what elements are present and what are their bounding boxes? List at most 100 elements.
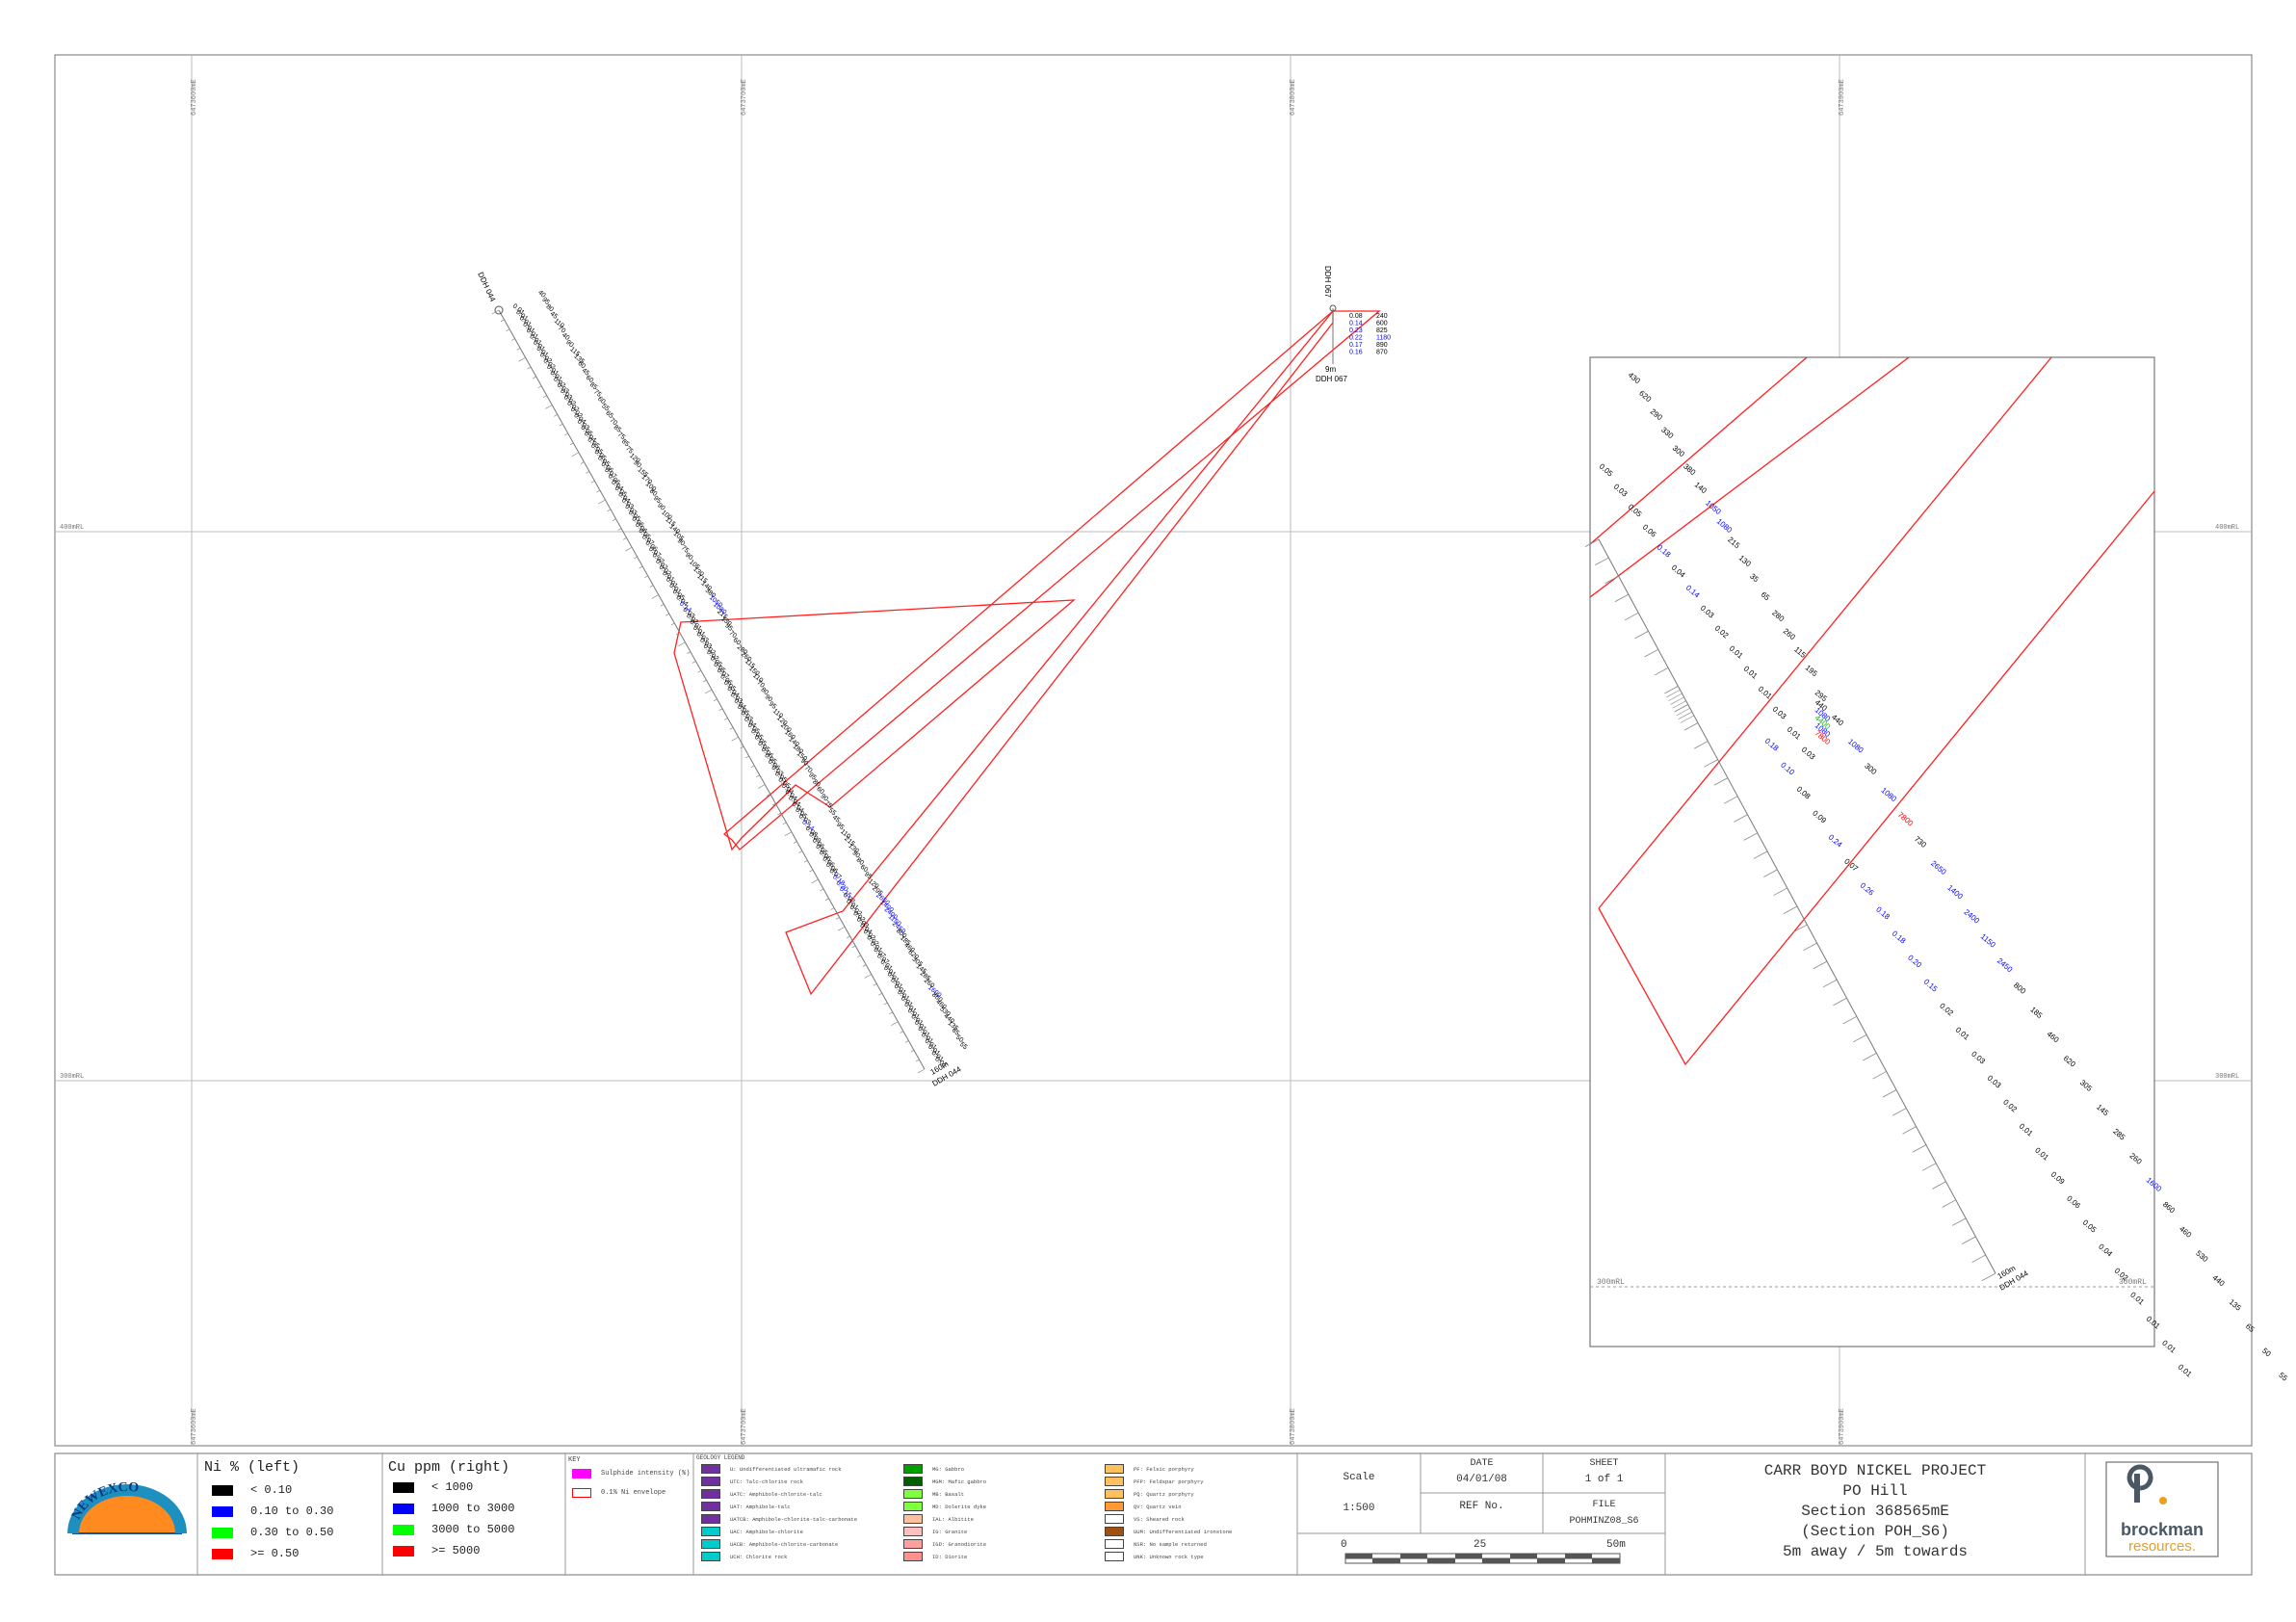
depth-tick [857, 955, 861, 958]
ddh044-trace: DDH 0440.010.010.010.010.010.010.010.010… [476, 271, 968, 1088]
depth-tick [851, 945, 856, 949]
title-block [196, 1453, 2086, 1575]
cu-assay: 1180 [1376, 335, 1391, 342]
inset-sulphide-tick [1668, 693, 1683, 701]
inset-depth-tick [1951, 1217, 1967, 1226]
cu-assay: 70 [609, 417, 619, 427]
geology-row: IGD: Granodiorite [903, 1539, 986, 1549]
depth-tick [862, 964, 867, 967]
depth-tick [891, 1021, 899, 1026]
geology-title: GEOLOGY LEGEND [696, 1454, 745, 1461]
depth-tick [559, 423, 563, 427]
inset-depth-tick [1852, 1033, 1867, 1043]
scale-value: 1:500 [1343, 1503, 1375, 1514]
easting-label-bottom: 6473800mE [1290, 1408, 1297, 1445]
ni-legend-swatch [212, 1505, 233, 1517]
date-value: 04/01/08 [1456, 1474, 1507, 1485]
geology-row: PQ: Quartz porphyry [1105, 1489, 1194, 1499]
geology-row: IAL: Albitite [903, 1514, 974, 1524]
cu-assay: 95 [652, 495, 663, 505]
geology-row: MB: Basalt [903, 1489, 964, 1499]
inset-depth-tick [1614, 593, 1630, 603]
geology-label: VS: Sheared rock [1134, 1515, 1185, 1523]
inset-rl-label-left: 300mRL [1597, 1278, 1625, 1287]
geology-swatch [701, 1527, 720, 1536]
depth-tick [665, 613, 669, 616]
geology-row: UUM: Undifferentiated ironstone [1105, 1527, 1232, 1536]
geology-label: MG: Gabbro [932, 1465, 965, 1473]
depth-tick [678, 641, 686, 646]
collar-marker [1329, 304, 1337, 312]
depth-tick [745, 755, 749, 759]
inset-depth-tick [1783, 905, 1798, 914]
cu-assay: 85 [588, 381, 599, 391]
ni-assay: 0.14 [1349, 321, 1363, 327]
scale-bar-25: 25 [1474, 1539, 1486, 1551]
depth-tick [811, 878, 819, 884]
depth-tick [500, 319, 505, 323]
ni-assay: 0.16 [1349, 350, 1363, 356]
depth-tick [883, 1002, 888, 1006]
cu-assay: 90 [764, 693, 774, 703]
geology-swatch [903, 1539, 923, 1549]
cu-assay: 95 [723, 622, 734, 632]
sheet-label: SHEET [1589, 1458, 1619, 1469]
ref-label: REF No. [1459, 1501, 1504, 1512]
inset-ni-assay: 0.01 [2160, 1339, 2178, 1355]
inset-depth-tick [1723, 796, 1738, 804]
inset-sulphide-tick [1678, 711, 1692, 719]
depth-tick [767, 794, 770, 797]
depth-tick [864, 974, 872, 979]
geology-label: ID: Diorite [932, 1553, 968, 1560]
depth-tick [639, 565, 643, 569]
cu-assay: 90 [819, 793, 829, 802]
inset-depth-tick [1822, 979, 1838, 988]
inset-depth-tick [1971, 1254, 1986, 1263]
inset-depth-tick [1813, 960, 1828, 970]
geology-row: MGM: Mafic gabbro [903, 1477, 986, 1486]
geology-label: QV: Quartz vein [1134, 1503, 1182, 1510]
inset-ni-assay: 0.01 [2177, 1363, 2194, 1379]
inset-sulphide-tick [1666, 689, 1681, 698]
cu-assay: 95 [835, 822, 846, 831]
inset-depth-tick [1584, 538, 1600, 547]
depth-tick [846, 935, 850, 939]
cu-assay: 70 [755, 679, 766, 689]
legend-frame [54, 1452, 2253, 1576]
depth-tick [554, 414, 558, 417]
ni-assay: 0.23 [1349, 327, 1363, 334]
cu-assay: 55 [827, 807, 838, 817]
cu-assay: 600 [1376, 321, 1388, 327]
brockman-logo [2105, 1461, 2219, 1557]
inset-cu-assay: 440 [2211, 1273, 2227, 1289]
brockman-logo-text-2: resources. [2128, 1538, 2196, 1555]
depth-tick [904, 1040, 909, 1043]
cu-assay: 240 [1376, 313, 1388, 320]
geology-swatch [701, 1464, 720, 1474]
depth-tick [750, 765, 755, 769]
depth-tick [723, 718, 728, 720]
depth-tick [731, 736, 739, 742]
depth-tick [533, 376, 536, 379]
section-label: Section 368565mE [1801, 1503, 1949, 1520]
depth-tick [527, 366, 532, 370]
cu-legend-swatch [393, 1524, 414, 1535]
cu-assay: 90 [799, 757, 810, 767]
inset-depth-tick [1595, 557, 1609, 566]
scale-bar-50: 50m [1606, 1539, 1626, 1551]
cu-assay: 70 [727, 630, 738, 640]
hole-end-name: DDH 067 [1316, 375, 1347, 383]
cu-legend-label: < 1000 [431, 1480, 474, 1494]
inset-rl-label-right: 300mRL [2119, 1278, 2147, 1287]
depth-tick [545, 405, 553, 409]
cu-assay: 45 [581, 367, 591, 377]
inset-depth-tick [1962, 1236, 1976, 1244]
inset-cu-assay: 50 [2260, 1347, 2273, 1359]
cu-assay: 50 [954, 1034, 965, 1044]
depth-tick [518, 356, 526, 362]
depth-tick [633, 556, 638, 560]
section-window: 5m away / 5m towards [1782, 1543, 1969, 1560]
geology-row: UAC: Amphibole-chlorite [701, 1527, 803, 1536]
geology-swatch [701, 1477, 720, 1486]
